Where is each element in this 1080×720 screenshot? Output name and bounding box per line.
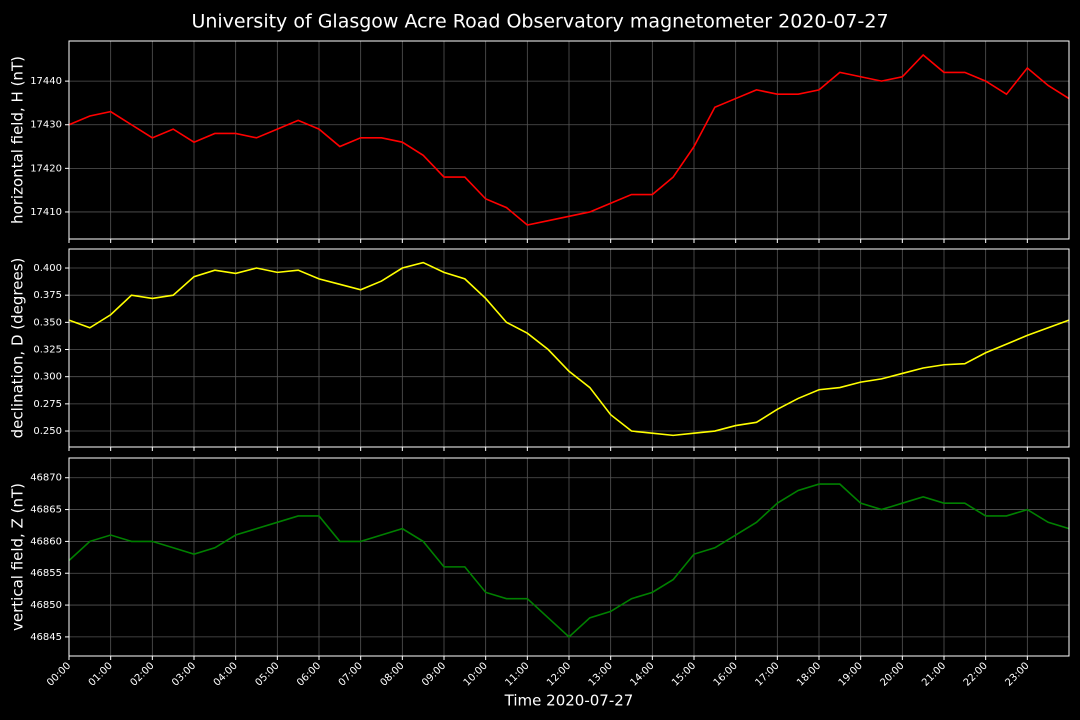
y-tick-label: 17410: [30, 207, 62, 218]
x-tick-label: 05:00: [253, 660, 281, 688]
y-tick-label: 46850: [30, 600, 62, 611]
y-tick-label: 0.350: [33, 317, 62, 328]
plot-frame: [68, 40, 1070, 240]
y-axis-label: declination, D (degrees): [9, 258, 27, 439]
x-tick-label: 12:00: [545, 660, 573, 688]
x-tick-label: 18:00: [795, 660, 823, 688]
x-tick-label: 01:00: [87, 660, 115, 688]
x-tick-label: 06:00: [295, 660, 323, 688]
x-tick-label: 22:00: [962, 660, 990, 688]
x-tick-label: 00:00: [45, 660, 73, 688]
y-tick-label: 0.250: [33, 426, 62, 437]
data-line: [68, 53, 1070, 226]
x-tick-label: 19:00: [837, 660, 865, 688]
chart-title: University of Glasgow Acre Road Observat…: [191, 11, 888, 33]
x-tick-label: 20:00: [878, 660, 906, 688]
y-tick-label: 17430: [30, 120, 62, 131]
data-line: [68, 261, 1070, 437]
y-tick-label: 46860: [30, 536, 62, 547]
x-tick-label: 21:00: [920, 660, 948, 688]
y-tick-label: 0.300: [33, 372, 62, 383]
y-tick-label: 17420: [30, 163, 62, 174]
x-tick-label: 23:00: [1003, 660, 1031, 688]
x-tick-label: 02:00: [128, 660, 156, 688]
y-tick-label: 0.375: [33, 290, 62, 301]
y-tick-label: 46845: [30, 632, 62, 643]
x-tick-label: 16:00: [712, 660, 740, 688]
x-tick-label: 11:00: [503, 660, 531, 688]
x-axis-label: Time 2020-07-27: [504, 692, 634, 710]
data-line: [68, 483, 1070, 638]
x-tick-label: 15:00: [670, 660, 698, 688]
y-tick-label: 0.275: [33, 399, 62, 410]
y-tick-label: 0.325: [33, 345, 62, 356]
x-tick-label: 09:00: [420, 660, 448, 688]
x-tick-label: 14:00: [628, 660, 656, 688]
y-axis-label: horizontal field, H (nT): [9, 56, 27, 224]
x-tick-label: 03:00: [170, 660, 198, 688]
y-axis-label: vertical field, Z (nT): [9, 483, 27, 631]
x-tick-label: 13:00: [587, 660, 615, 688]
y-tick-label: 46865: [30, 505, 62, 516]
x-tick-label: 10:00: [462, 660, 490, 688]
plot-frame: [68, 248, 1070, 448]
y-tick-label: 0.400: [33, 263, 62, 274]
y-tick-label: 17440: [30, 76, 62, 87]
y-tick-label: 46870: [30, 473, 62, 484]
x-tick-label: 08:00: [378, 660, 406, 688]
x-tick-label: 17:00: [753, 660, 781, 688]
y-tick-label: 46855: [30, 568, 62, 579]
x-tick-label: 04:00: [212, 660, 240, 688]
x-tick-label: 07:00: [337, 660, 365, 688]
plot-frame: [68, 457, 1070, 657]
